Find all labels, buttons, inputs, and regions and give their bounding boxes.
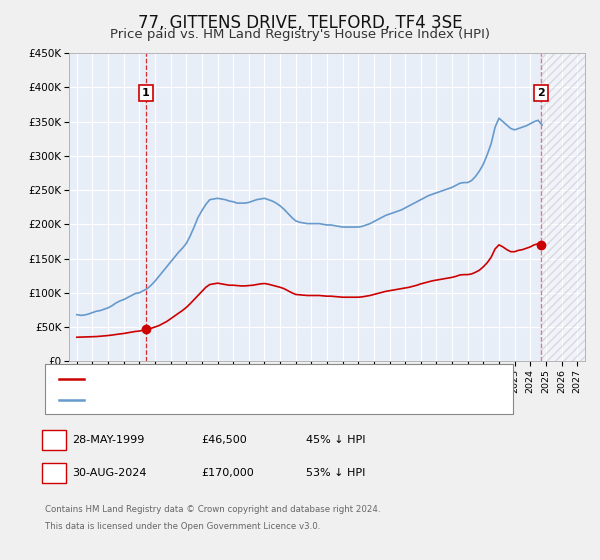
- Text: £170,000: £170,000: [201, 468, 254, 478]
- Text: Price paid vs. HM Land Registry's House Price Index (HPI): Price paid vs. HM Land Registry's House …: [110, 28, 490, 41]
- Text: 2: 2: [537, 88, 545, 98]
- Text: 2: 2: [50, 468, 58, 478]
- Text: 28-MAY-1999: 28-MAY-1999: [72, 435, 145, 445]
- Text: 30-AUG-2024: 30-AUG-2024: [72, 468, 146, 478]
- Bar: [541, 53, 585, 361]
- Text: 77, GITTENS DRIVE, TELFORD, TF4 3SE: 77, GITTENS DRIVE, TELFORD, TF4 3SE: [138, 14, 462, 32]
- Text: 45% ↓ HPI: 45% ↓ HPI: [306, 435, 365, 445]
- Text: 77, GITTENS DRIVE, TELFORD, TF4 3SE (detached house): 77, GITTENS DRIVE, TELFORD, TF4 3SE (det…: [90, 374, 387, 384]
- Text: 53% ↓ HPI: 53% ↓ HPI: [306, 468, 365, 478]
- Text: £46,500: £46,500: [201, 435, 247, 445]
- Text: HPI: Average price, detached house, Telford and Wrekin: HPI: Average price, detached house, Telf…: [90, 395, 380, 405]
- Text: This data is licensed under the Open Government Licence v3.0.: This data is licensed under the Open Gov…: [45, 522, 320, 531]
- Text: 1: 1: [142, 88, 149, 98]
- Text: Contains HM Land Registry data © Crown copyright and database right 2024.: Contains HM Land Registry data © Crown c…: [45, 505, 380, 514]
- Text: 1: 1: [50, 435, 58, 445]
